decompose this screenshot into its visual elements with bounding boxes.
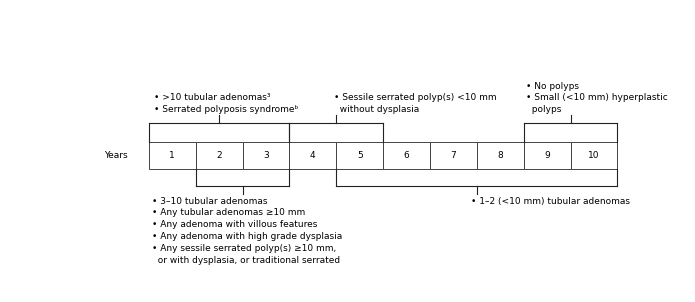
Text: 10: 10: [588, 151, 600, 160]
Text: • 3–10 tubular adenomas
• Any tubular adenomas ≥10 mm
• Any adenoma with villous: • 3–10 tubular adenomas • Any tubular ad…: [152, 197, 342, 265]
Text: Years: Years: [104, 151, 127, 160]
Text: 9: 9: [544, 151, 550, 160]
FancyBboxPatch shape: [430, 142, 477, 169]
FancyBboxPatch shape: [149, 142, 196, 169]
Text: • No polyps
• Small (<10 mm) hyperplastic
  polyps: • No polyps • Small (<10 mm) hyperplasti…: [526, 82, 668, 114]
FancyBboxPatch shape: [336, 142, 383, 169]
Text: 5: 5: [357, 151, 363, 160]
Text: • Sessile serrated polyp(s) <10 mm
  without dysplasia: • Sessile serrated polyp(s) <10 mm witho…: [334, 93, 496, 114]
Text: • >10 tubular adenomas³
• Serrated polyposis syndromeᵇ: • >10 tubular adenomas³ • Serrated polyp…: [154, 93, 299, 114]
FancyBboxPatch shape: [196, 142, 243, 169]
Text: 7: 7: [450, 151, 457, 160]
FancyBboxPatch shape: [477, 142, 524, 169]
FancyBboxPatch shape: [524, 142, 571, 169]
FancyBboxPatch shape: [383, 142, 430, 169]
FancyBboxPatch shape: [571, 142, 617, 169]
Text: 2: 2: [216, 151, 222, 160]
Text: 6: 6: [404, 151, 409, 160]
Text: 8: 8: [498, 151, 503, 160]
FancyBboxPatch shape: [289, 142, 336, 169]
Text: • 1–2 (<10 mm) tubular adenomas: • 1–2 (<10 mm) tubular adenomas: [471, 197, 630, 206]
Text: 4: 4: [310, 151, 316, 160]
Text: 3: 3: [263, 151, 269, 160]
Text: 1: 1: [170, 151, 175, 160]
FancyBboxPatch shape: [243, 142, 289, 169]
